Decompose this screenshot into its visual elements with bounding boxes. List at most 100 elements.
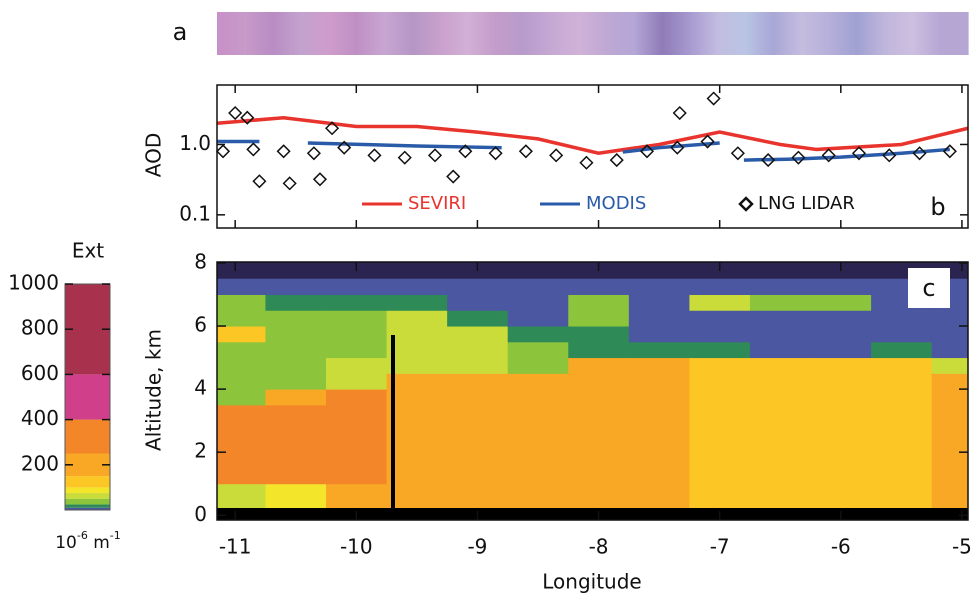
data-point <box>337 140 352 155</box>
heatmap-cell <box>568 373 630 390</box>
heatmap-cell <box>326 452 388 469</box>
heatmap-cell <box>386 467 448 485</box>
heatmap-cell <box>386 452 448 469</box>
heatmap-cell <box>447 326 509 343</box>
heatmap-cell <box>326 294 388 311</box>
heatmap-cell <box>265 483 327 500</box>
panel-label: a <box>173 18 188 46</box>
heatmap-cell <box>507 326 569 343</box>
strip-segment <box>244 12 274 55</box>
heatmap-cell <box>447 357 509 374</box>
x-axis-title: Longitude <box>542 570 641 594</box>
heatmap-cell <box>326 389 388 406</box>
heatmap-cell <box>507 341 569 359</box>
heatmap-cell <box>810 357 872 374</box>
heatmap-cell <box>689 373 751 390</box>
heatmap-cell <box>568 389 630 406</box>
heatmap-cell <box>217 404 266 422</box>
strip-segment <box>300 12 329 55</box>
unit-part: -6 <box>77 529 88 542</box>
heatmap-cell <box>628 357 690 374</box>
strip-segment <box>745 12 774 55</box>
colorbar-level <box>65 487 110 494</box>
colorbar-unit: 10-6 m-1 <box>55 529 121 553</box>
heatmap-cell <box>628 373 690 390</box>
heatmap-cell <box>689 310 751 327</box>
heatmap-cell <box>386 326 448 343</box>
colorbar-level <box>65 498 110 505</box>
heatmap-cell <box>689 357 751 374</box>
heatmap-cell <box>447 294 509 311</box>
heatmap-cell <box>871 404 933 422</box>
heatmap-cell <box>931 341 968 359</box>
strip-segment <box>856 12 886 55</box>
heatmap-cell <box>689 294 751 311</box>
heatmap-cell <box>810 326 872 343</box>
strip-segment <box>828 12 858 55</box>
heatmap-cell <box>326 373 388 390</box>
heatmap-cell <box>810 467 872 485</box>
data-point <box>325 121 340 136</box>
heatmap-cell <box>749 483 812 500</box>
strip-segment <box>801 12 830 55</box>
heatmap-cell <box>217 326 266 343</box>
heatmap-cell <box>568 310 630 327</box>
data-point <box>730 146 745 161</box>
legend-label: SEVIRI <box>408 193 466 214</box>
heatmap-cell <box>871 483 933 500</box>
heatmap-cell <box>217 294 266 311</box>
heatmap-cell <box>265 389 327 406</box>
heatmap-cell <box>689 436 751 453</box>
heatmap-cell <box>217 420 266 437</box>
heatmap-cell <box>447 420 509 437</box>
heatmap-cell <box>447 404 509 422</box>
heatmap-cell <box>749 404 812 422</box>
heatmap-cell <box>217 467 266 485</box>
heatmap-cell <box>386 294 448 311</box>
heatmap-cell <box>326 278 388 295</box>
colorbar-level <box>65 476 110 488</box>
data-point <box>246 142 261 157</box>
heatmap-cell <box>749 389 812 406</box>
heatmap-cell <box>749 467 812 485</box>
data-point <box>579 155 594 170</box>
heatmap-cell <box>265 420 327 437</box>
data-point <box>446 169 461 184</box>
heatmap-cell <box>447 467 509 485</box>
heatmap-cell <box>628 452 690 469</box>
data-point <box>851 146 867 161</box>
x-tick-label: -10 <box>340 535 373 559</box>
y-tick-label: 0.1 <box>179 201 211 225</box>
heatmap-cell <box>265 357 327 374</box>
heatmap-cell <box>568 278 630 295</box>
heatmap-cell <box>265 404 327 422</box>
series-line <box>743 147 950 162</box>
strip-segment <box>356 12 385 55</box>
heatmap-cell <box>689 341 751 359</box>
heatmap-cell <box>326 467 388 485</box>
heatmap-cell <box>326 357 388 374</box>
heatmap-cell <box>217 452 266 469</box>
heatmap-cell <box>931 404 968 422</box>
data-point <box>306 146 321 161</box>
data-point <box>609 153 624 168</box>
heatmap-cell <box>447 310 509 327</box>
heatmap-cell <box>326 341 388 359</box>
heatmap-cell <box>568 357 630 374</box>
strip-segment <box>272 12 302 55</box>
heatmap-cell <box>447 373 509 390</box>
heatmap-cell <box>749 326 812 343</box>
unit-part: -1 <box>110 529 121 542</box>
heatmap-cell <box>628 294 690 311</box>
heatmap-cell <box>447 341 509 359</box>
data-point <box>282 176 297 191</box>
data-point <box>252 174 267 189</box>
heatmap-cell <box>810 373 872 390</box>
heatmap-cell <box>931 467 968 485</box>
heatmap-cell <box>568 483 630 500</box>
heatmap-cell <box>386 420 448 437</box>
heatmap-cell <box>871 310 933 327</box>
heatmap-cell <box>810 278 872 295</box>
panel-label: c <box>922 274 935 302</box>
heatmap-cell <box>689 278 751 295</box>
